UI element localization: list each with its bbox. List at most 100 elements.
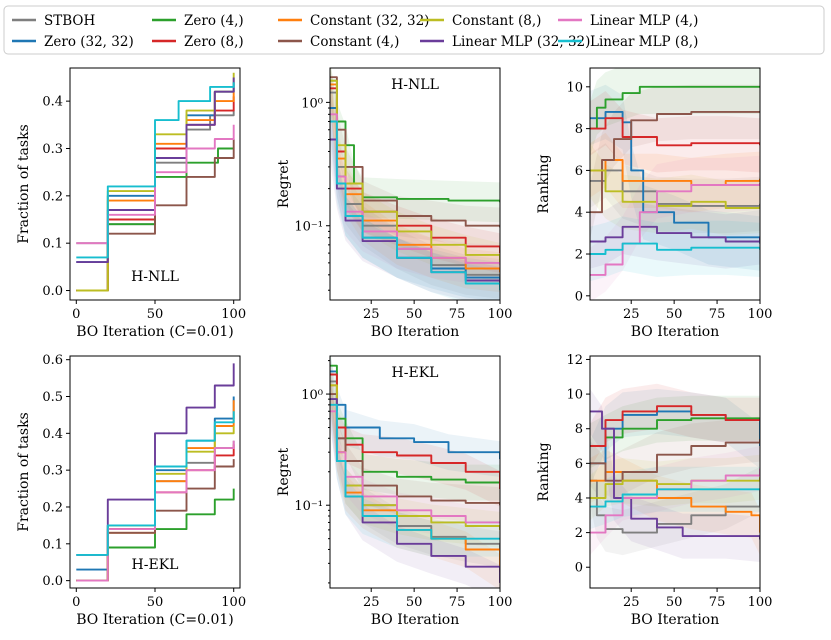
panel-3-band-zero-32-32 [590,84,760,271]
panel-6-line-linear-mlp-8 [590,488,760,508]
panel-6-band-stboh [590,458,760,556]
panel-5-xlabel: BO Iteration [371,612,460,628]
panel-4-xtick-label: 0 [72,595,80,610]
legend-label-zero-32-32: Zero (32, 32) [44,34,134,50]
panel-6-line-linear-mlp-32-32 [590,410,760,540]
panel-4-xlabel: BO Iteration (C=0.01) [76,612,234,628]
legend-label-linear-mlp-4: Linear MLP (4,) [590,13,698,29]
panel-2-xlabel: BO Iteration [371,324,460,340]
panel-1-ytick-label: 0.2 [42,189,63,204]
panel-2-lines [330,76,500,291]
panel-6-ylabel: Ranking [536,442,552,501]
panel-6-band-linear-mlp-4 [590,446,760,556]
panel-2-band-linear-mlp-8 [330,101,500,300]
panel-2-ytick-label: 10⁰ [301,96,323,111]
panel-2-line-constant-8 [330,79,500,263]
panel-5-band-zero-4 [330,356,500,501]
panel-4-line-linear-mlp-32-32 [76,363,235,556]
panel-6-xtick-label: 25 [623,595,640,610]
panel-5-band-zero-8 [330,356,500,507]
panel-5-annotation: H-EKL [392,365,439,381]
panel-5-line-linear-mlp-4 [330,410,500,524]
panel-3-ytick-label: 8 [575,122,583,137]
panel-3-band-linear-mlp-4 [590,155,760,300]
panel-3-xtick-label: 25 [623,307,640,322]
legend-label-constant-32-32: Constant (32, 32) [310,13,429,29]
panel-4-annotation: H-EKL [132,557,179,573]
panel-3-band-zero-4 [590,68,760,156]
panel-6-ytick-label: 0 [575,561,583,576]
panel-5-ylabel: Regret [276,447,292,496]
panel-3-ylabel: Ranking [536,154,552,213]
panel-2-band-zero-32-32 [330,88,500,300]
panel-6-ytick-label: 8 [575,422,583,437]
panel-3-band-constant-8 [590,143,760,236]
panel-1-line-linear-mlp-8 [76,82,235,259]
panel-1-xtick-label: 100 [221,307,246,322]
legend-label-zero-8: Zero (8,) [184,34,244,50]
panel-6-band-zero-32-32 [590,388,760,486]
panel-6-ytick-label: 4 [575,491,583,506]
legend-label-constant-4: Constant (4,) [310,34,399,50]
panel-3-band-linear-mlp-8 [590,216,760,282]
panel-4-ytick-label: 0.3 [42,464,63,479]
panel-6-band-constant-32-32 [590,449,760,556]
panel-5-ytick-label: 10⁻¹ [294,499,323,514]
panel-3-frame [589,67,761,301]
panel-3-xtick-label: 50 [666,307,683,322]
panel-3-ytick-label: 2 [575,248,583,263]
panel-2-xtick-label: 50 [406,307,423,322]
panel-6-xlabel: BO Iteration [631,612,720,628]
panel-5-band-constant-32-32 [330,367,500,588]
panel-5-band-linear-mlp-32-32 [330,381,500,588]
panel-2-line-linear-mlp-8 [330,120,500,291]
panel-3-bands [590,68,760,300]
panel-3-xtick-label: 75 [709,307,726,322]
panel-6-xtick-label: 75 [709,595,726,610]
panel-5-xtick-label: 25 [363,595,380,610]
panel-6-xtick-label: 100 [748,595,773,610]
panel-5-lines [330,364,500,583]
panel-3-line-linear-mlp-32-32 [590,225,760,243]
panel-4-ytick-label: 0.0 [42,574,63,589]
panel-5-bands [330,356,500,588]
legend-frame [3,5,825,55]
panel-1-ytick-label: 0.1 [42,237,63,252]
panel-6-band-zero-8 [590,383,760,469]
legend-label-stboh: STBOH [44,13,95,29]
panel-6-ytick-label: 12 [566,353,583,368]
panel-3-xtick-label: 100 [748,307,773,322]
panel-2-xtick-label: 75 [449,307,466,322]
panel-6-lines [590,405,760,540]
panel-4-ytick-label: 0.1 [42,537,63,552]
panel-5-xtick-label: 50 [406,595,423,610]
panel-3-ytick-label: 4 [575,206,583,221]
panel-4-ytick-label: 0.2 [42,500,63,515]
panel-6-line-zero-8 [590,405,760,447]
panel-3-ytick-label: 6 [575,164,583,179]
panel-5-line-zero-4 [330,364,500,484]
panel-2-band-stboh [330,72,500,299]
panel-3-lines [590,85,760,276]
panel-1-xlabel: BO Iteration (C=0.01) [76,324,234,340]
panel-1-ytick-label: 0.3 [42,142,63,157]
panel-5-band-constant-8 [330,367,500,548]
panel-6-line-constant-8 [590,477,760,499]
panel-1-annotation: H-NLL [131,269,179,285]
panel-3-line-constant-32-32 [590,159,760,186]
panel-2-band-constant-8 [330,68,500,283]
panel-2-frame [329,67,501,301]
panel-4-ytick-label: 0.6 [42,353,63,368]
panel-2-ylabel: Regret [276,159,292,208]
legend-label-linear-mlp-32-32: Linear MLP (32, 32) [452,34,590,50]
panel-2-annotation: H-NLL [391,77,439,93]
panel-5-xtick-label: 100 [488,595,513,610]
panel-2-band-constant-4 [330,68,500,248]
panel-1-ytick-label: 0.0 [42,284,63,299]
panel-2-band-linear-mlp-32-32 [330,119,500,300]
legend-label-zero-4: Zero (4,) [184,13,244,29]
panel-1-ylabel: Fraction of tasks [16,124,32,243]
panel-3-ytick-label: 10 [566,80,583,95]
panel-5-line-constant-4 [330,393,500,506]
